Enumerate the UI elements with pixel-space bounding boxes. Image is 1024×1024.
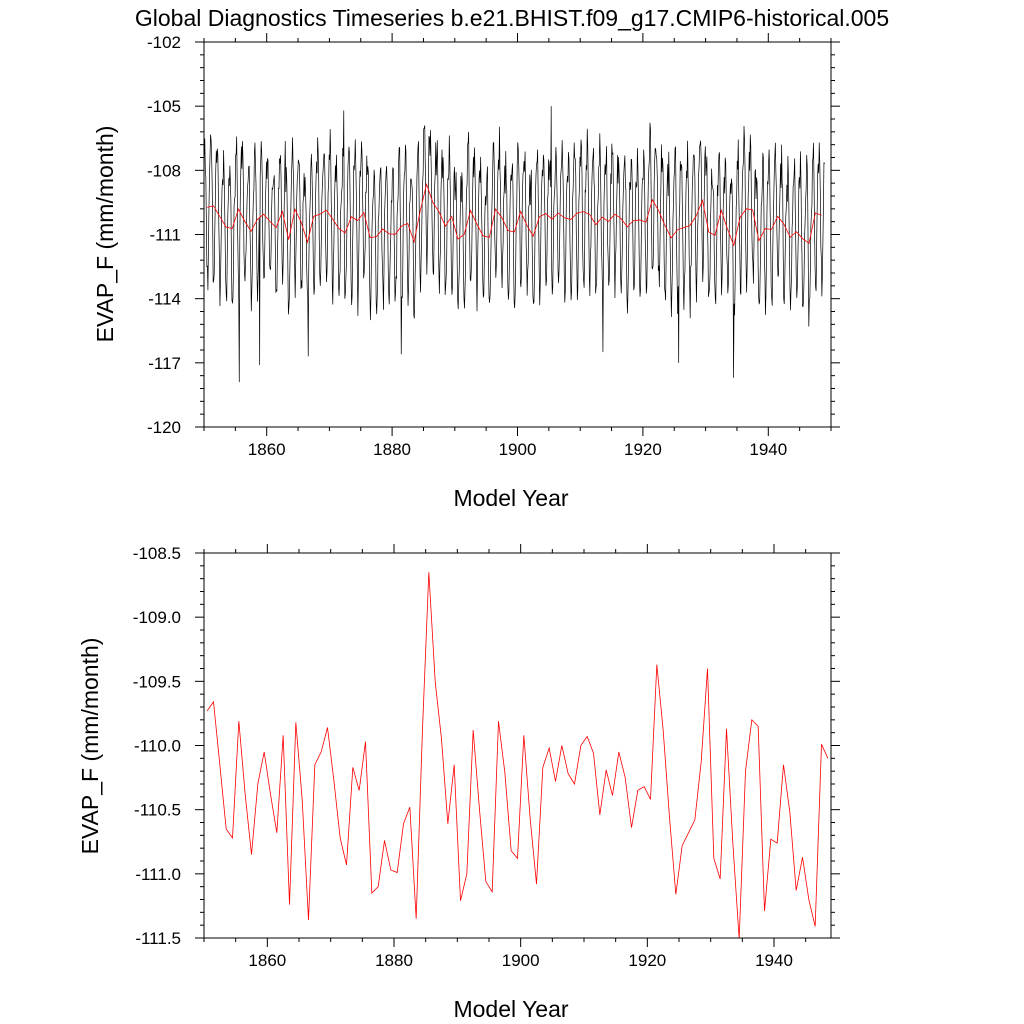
top-y-tick-label: -120 — [147, 418, 181, 437]
top-y-tick-label: -114 — [148, 290, 181, 309]
bottom-y-tick-label: -110.0 — [134, 737, 181, 756]
top-x-axis-title: Model Year — [453, 485, 568, 511]
top-axis-ticks: 1860 1880 1900 1920 1940 -120 -117 -114 -111 -108… — [147, 33, 840, 459]
bottom-x-tick-label: 1920 — [628, 951, 666, 970]
bottom-y-tick-label: -111.0 — [135, 865, 181, 884]
top-y-axis-title: EVAP_F (mm/month) — [92, 126, 118, 343]
bottom-y-tick-label: -109.0 — [133, 608, 181, 627]
top-x-tick-label: 1920 — [624, 440, 662, 459]
bottom-plot-area — [206, 572, 829, 938]
bottom-x-tick-label: 1900 — [502, 951, 540, 970]
top-monthly-series-line — [204, 106, 825, 383]
bottom-y-tick-label: -110.5 — [134, 801, 181, 820]
top-panel: 1860 1880 1900 1920 1940 -120 -117 -114 -111 -108… — [92, 33, 840, 511]
top-x-tick-label: 1900 — [499, 440, 537, 459]
figure-title: Global Diagnostics Timeseries b.e21.BHIS… — [135, 5, 889, 31]
top-y-tick-label: -105 — [147, 97, 181, 116]
bottom-y-tick-label: -109.5 — [133, 672, 181, 691]
bottom-y-tick-label: -108.5 — [133, 544, 181, 563]
top-x-tick-label: 1880 — [373, 440, 411, 459]
top-plot-area — [204, 106, 825, 383]
top-plot-frame — [203, 41, 832, 428]
top-annual-mean-line — [207, 182, 822, 247]
bottom-x-tick-label: 1940 — [755, 951, 793, 970]
bottom-axis-ticks: 1860 1880 1900 1920 1940 -111.5 -111.0 -110.5 -1… — [133, 544, 840, 970]
bottom-panel: 1860 1880 1900 1920 1940 -111.5 -111.0 -110.5 -1… — [77, 544, 840, 1022]
top-y-tick-label: -102 — [147, 33, 181, 52]
bottom-y-tick-label: -111.5 — [135, 929, 181, 948]
top-y-tick-label: -108 — [147, 161, 181, 180]
top-y-tick-label: -117 — [148, 354, 181, 373]
top-x-tick-label: 1860 — [248, 440, 286, 459]
bottom-x-axis-title: Model Year — [453, 996, 568, 1022]
top-x-tick-label: 1940 — [749, 440, 787, 459]
bottom-x-tick-label: 1860 — [248, 951, 286, 970]
bottom-annual-mean-line — [206, 572, 829, 938]
bottom-y-axis-title: EVAP_F (mm/month) — [77, 638, 103, 855]
top-y-tick-label: -111 — [149, 226, 181, 245]
bottom-x-tick-label: 1880 — [375, 951, 413, 970]
